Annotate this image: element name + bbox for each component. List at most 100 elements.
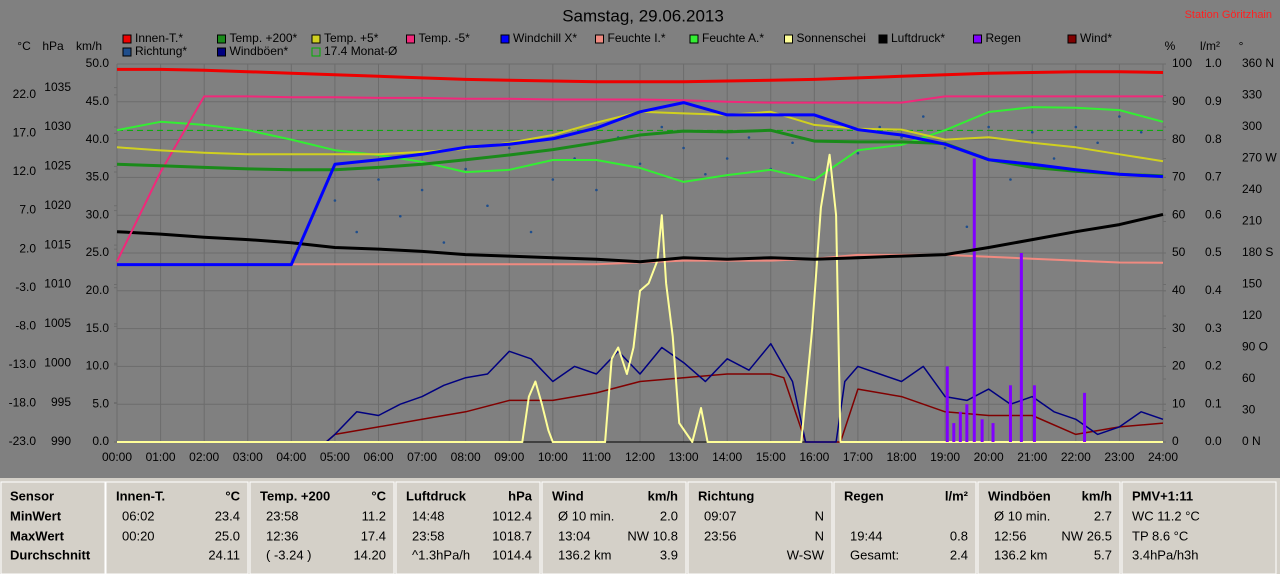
y-tick-label: 1015 [44, 237, 71, 251]
direction-dot [486, 204, 489, 208]
y-tick-label: -8.0 [15, 318, 36, 332]
row-label: MinWert [10, 508, 62, 523]
y-tick-label: 120 [1242, 308, 1262, 322]
y-tick-label: 1035 [44, 80, 71, 94]
y-tick-label: 1000 [44, 355, 71, 369]
y-tick-label: 40.0 [86, 132, 110, 146]
y-tick-label: 60 [1242, 371, 1256, 385]
y-tick-label: 270 W [1242, 151, 1277, 165]
legend-entry: Temp. +200* [230, 31, 298, 45]
legend-swatch [973, 34, 982, 44]
rain-bar [991, 423, 995, 442]
legend-swatch [311, 34, 321, 44]
rain-bar [1032, 385, 1036, 442]
legend-entry: Wind* [1080, 31, 1112, 45]
table-panel [541, 481, 687, 574]
x-tick-label: 16:00 [799, 450, 829, 464]
y-tick-label: 210 [1242, 214, 1262, 228]
y-tick-label: 30.0 [86, 207, 110, 221]
direction-dot [747, 136, 751, 139]
y-tick-label: 1020 [44, 198, 71, 212]
y-tick-label: 1005 [44, 316, 71, 330]
series-line [117, 67, 1164, 84]
direction-dot [442, 241, 446, 244]
cell-note: 19:44 [850, 528, 883, 543]
y-tick-label: 50.0 [86, 56, 110, 70]
legend-entry: Richtung* [135, 44, 187, 58]
y-tick-label: 5.0 [92, 396, 109, 410]
y-tick-label: 30 [1172, 321, 1186, 335]
y-tick-label: 45.0 [86, 94, 110, 108]
cell-value: N [815, 508, 824, 523]
direction-dot [638, 162, 642, 166]
axis-unit: hPa [42, 39, 64, 53]
rain-bar [952, 423, 956, 442]
direction-dot [1052, 157, 1056, 160]
column-title: PMV+1:11 [1132, 488, 1193, 503]
direction-dot [943, 146, 947, 150]
y-tick-label: -13.0 [9, 357, 37, 371]
rain-bar [965, 404, 969, 442]
column-unit: km/h [648, 488, 678, 503]
cell-value: 24.11 [208, 547, 240, 562]
column-title: Innen-T. [116, 488, 165, 503]
x-tick-label: 13:00 [669, 450, 699, 464]
rain-bar [945, 366, 949, 442]
table-panel [977, 481, 1121, 574]
x-tick-label: 06:00 [363, 450, 393, 464]
table-panel [395, 481, 541, 574]
cell-value: W-SW [787, 547, 825, 562]
legend-swatch [122, 34, 132, 44]
cell-value: 14.20 [353, 547, 386, 562]
cell-value: 3.4hPa/h3h [1132, 547, 1199, 562]
direction-dot [900, 136, 903, 139]
legend-entry: Temp. +5* [324, 31, 379, 45]
y-tick-label: 0.0 [92, 434, 109, 448]
legend-entry: Windchill X* [513, 31, 577, 45]
y-tick-label: 90 O [1242, 340, 1268, 354]
series-line [116, 95, 1163, 262]
y-tick-label: 0.2 [1205, 359, 1222, 373]
legend-swatch [311, 47, 321, 57]
legend-swatch [878, 34, 888, 44]
direction-dot [1096, 141, 1099, 145]
y-tick-label: 20.0 [86, 283, 110, 297]
x-tick-label: 23:00 [1104, 450, 1134, 464]
y-tick-label: 1030 [44, 119, 71, 133]
axis-unit: l/m² [1200, 39, 1220, 53]
rain-bar [958, 411, 962, 442]
direction-dot [1030, 130, 1034, 134]
table-panel [687, 481, 833, 574]
y-tick-label: 0.5 [1205, 245, 1222, 259]
direction-dot [878, 125, 882, 129]
y-tick-label: 70 [1172, 170, 1186, 184]
series-line [117, 373, 1164, 443]
cell-note: 12:36 [266, 528, 299, 543]
x-tick-label: 15:00 [756, 450, 786, 464]
direction-dot [682, 146, 685, 150]
x-tick-label: 24:00 [1148, 450, 1178, 464]
cell-value: 25.0 [215, 528, 240, 543]
column-title: Temp. +200 [260, 488, 330, 503]
x-tick-label: 14:00 [712, 450, 742, 464]
y-tick-label: 80 [1172, 132, 1186, 146]
column-unit: °C [225, 488, 240, 503]
y-tick-label: 10 [1172, 396, 1186, 410]
cell-value: 0.8 [950, 528, 968, 543]
direction-dot [355, 230, 359, 234]
y-tick-label: 995 [51, 395, 71, 409]
y-tick-label: 50 [1172, 245, 1186, 259]
axis-unit: ° [1239, 39, 1244, 53]
y-tick-label: 0 N [1242, 434, 1261, 448]
direction-dot [856, 151, 860, 155]
cell-note: 23:58 [412, 528, 445, 543]
legend-entry: Innen-T.* [135, 31, 183, 45]
y-tick-label: 20 [1172, 359, 1186, 373]
legend-swatch [217, 47, 226, 57]
y-tick-label: 360 N [1242, 56, 1274, 70]
y-tick-label: -23.0 [9, 434, 37, 448]
chart-title: Samstag, 29.06.2013 [562, 6, 724, 25]
table-panel [249, 481, 395, 574]
y-tick-label: 2.0 [19, 241, 36, 255]
